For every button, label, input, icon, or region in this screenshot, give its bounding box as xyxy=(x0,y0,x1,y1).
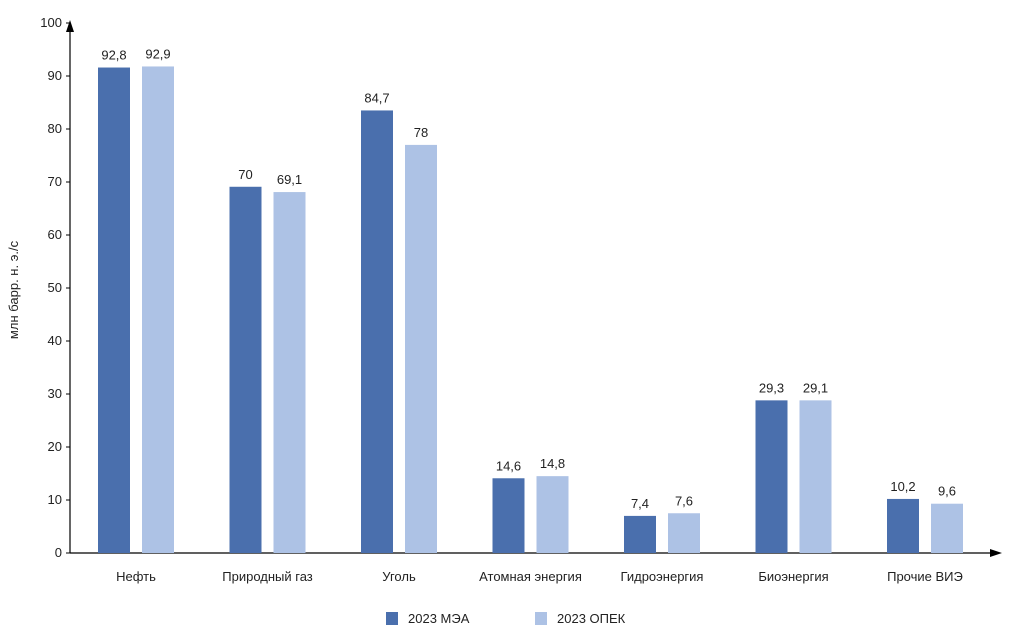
bar xyxy=(755,400,788,553)
legend-swatch xyxy=(386,612,398,625)
y-tick-label: 0 xyxy=(55,545,62,560)
bar xyxy=(624,515,656,553)
data-label: 7,6 xyxy=(675,493,693,508)
data-label: 29,3 xyxy=(759,380,784,395)
bar xyxy=(668,513,700,553)
data-label: 92,9 xyxy=(145,46,170,61)
legend-swatch xyxy=(535,612,547,625)
data-label: 10,2 xyxy=(890,479,915,494)
bar xyxy=(98,67,130,554)
bar xyxy=(887,498,919,553)
y-tick-label: 90 xyxy=(48,68,62,83)
data-label: 84,7 xyxy=(364,90,389,105)
x-axis-arrow-icon xyxy=(990,549,1002,557)
data-label: 69,1 xyxy=(277,172,302,187)
y-tick-label: 20 xyxy=(48,439,62,454)
bar xyxy=(492,478,525,553)
y-tick-label: 10 xyxy=(48,492,62,507)
bar xyxy=(405,144,437,553)
y-axis-label: млн барр. н. э./с xyxy=(6,240,21,339)
x-tick-label: Уголь xyxy=(382,569,416,584)
bar xyxy=(361,110,393,553)
data-label: 70 xyxy=(238,167,252,182)
data-label: 78 xyxy=(414,125,428,140)
bars: 92,8 92,9 70 69,1 84,7 78 14,6 14,8 7,4 7,6 29,3 29… xyxy=(98,46,963,554)
axes xyxy=(66,20,1002,557)
data-label: 9,6 xyxy=(938,484,956,499)
y-tick-label: 80 xyxy=(48,121,62,136)
x-tick-label: Нефть xyxy=(116,569,156,584)
legend-label: 2023 МЭА xyxy=(408,611,470,626)
y-tick-label: 40 xyxy=(48,333,62,348)
data-label: 29,1 xyxy=(803,380,828,395)
bar xyxy=(273,192,306,553)
y-axis-arrow-icon xyxy=(66,20,74,32)
category-labels: Нефть Природный газ Уголь Атомная энергия Ги… xyxy=(116,569,963,584)
data-label: 92,8 xyxy=(101,48,126,63)
data-label: 7,4 xyxy=(631,496,649,511)
bar xyxy=(142,66,174,554)
x-tick-label: Прочие ВИЭ xyxy=(887,569,963,584)
bar xyxy=(229,186,262,553)
y-tick-label: 100 xyxy=(40,15,62,30)
x-tick-label: Природный газ xyxy=(222,569,313,584)
bar xyxy=(799,400,832,553)
y-axis-ticks: 0 10 20 30 40 50 60 70 80 90 100 xyxy=(40,15,70,560)
y-tick-label: 60 xyxy=(48,227,62,242)
data-label: 14,6 xyxy=(496,458,521,473)
y-tick-label: 70 xyxy=(48,174,62,189)
data-label: 14,8 xyxy=(540,456,565,471)
legend: 2023 МЭА 2023 ОПЕК xyxy=(386,611,626,626)
x-tick-label: Биоэнергия xyxy=(758,569,828,584)
x-tick-label: Атомная энергия xyxy=(479,569,582,584)
y-tick-label: 30 xyxy=(48,386,62,401)
legend-label: 2023 ОПЕК xyxy=(557,611,626,626)
x-tick-label: Гидроэнергия xyxy=(621,569,704,584)
y-tick-label: 50 xyxy=(48,280,62,295)
bar xyxy=(931,503,963,553)
bar xyxy=(536,476,569,553)
